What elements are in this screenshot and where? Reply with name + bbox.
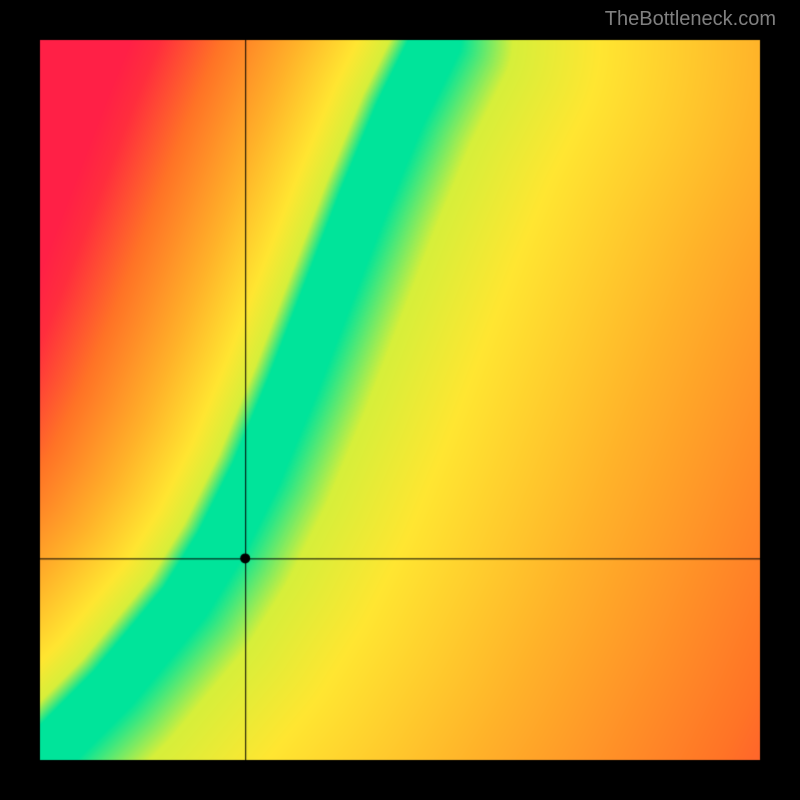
watermark-text: TheBottleneck.com [605, 8, 776, 31]
bottleneck-heatmap [0, 0, 800, 800]
chart-container: TheBottleneck.com [0, 0, 800, 800]
